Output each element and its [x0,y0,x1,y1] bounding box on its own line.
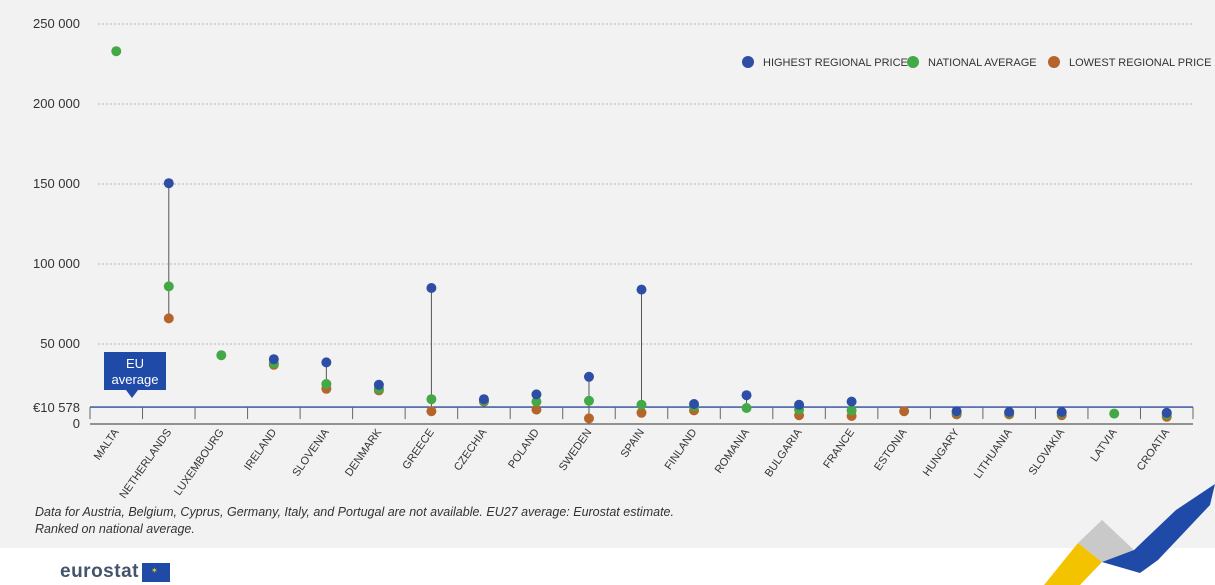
legend-label: LOWEST REGIONAL PRICE [1069,57,1211,69]
x-tick-label: CZECHIA [452,426,490,473]
y-tick-label: 250 000 [33,16,80,31]
dot-highest-regional-price [689,399,700,409]
dot-highest-regional-price [321,357,332,368]
x-tick-label: FRANCE [821,427,857,471]
eu-average-badge-line2: average [112,372,159,387]
chart-panel [0,0,1215,548]
dot-national-average [741,403,752,413]
dot-lowest-regional-price [531,404,542,415]
dot-highest-regional-price [163,178,174,189]
dot-national-average [846,405,857,416]
y-tick-label: 200 000 [33,96,80,111]
eu-average-badge-line1: EU [126,356,144,371]
dot-national-average [583,395,594,406]
x-tick-label: SWEDEN [557,427,595,473]
dot-national-average [111,46,122,57]
x-tick-label: BULGARIA [763,426,805,479]
legend-label: NATIONAL AVERAGE [928,57,1037,69]
dot-highest-regional-price [268,354,279,365]
x-tick-label: SPAIN [619,427,647,460]
x-tick-label: FINLAND [663,427,700,472]
dot-lowest-regional-price [636,407,647,418]
dot-highest-regional-price [951,406,962,417]
eurostat-swoosh-graphic [1044,484,1215,585]
dot-highest-regional-price [846,396,857,407]
x-tick-label: LITHUANIA [972,426,1015,480]
legend-marker [742,56,754,68]
dot-lowest-regional-price [163,313,174,324]
dot-highest-regional-price [741,390,752,401]
dot-national-average [216,350,227,361]
dot-lowest-regional-price [583,413,594,424]
footnote-line-1: Data for Austria, Belgium, Cyprus, Germa… [35,505,674,519]
dot-highest-regional-price [1056,407,1067,417]
dot-lowest-regional-price [426,406,437,417]
dot-national-average [1109,408,1120,419]
eu-average-badge-pointer [126,390,138,398]
legend-marker [1048,56,1060,68]
eu-flag-icon: ✶ [141,562,170,582]
eurostat-logo: eurostat ✶ [60,561,170,583]
y-tick-label: 100 000 [33,256,80,271]
x-tick-label: ESTONIA [872,426,910,473]
footnote: Data for Austria, Belgium, Cyprus, Germa… [35,504,835,538]
x-tick-label: IRELAND [242,427,279,473]
x-tick-label: POLAND [506,427,542,471]
dot-highest-regional-price [1161,407,1172,418]
dot-highest-regional-price [636,284,647,295]
x-tick-label: MALTA [92,426,122,462]
logo-text: eurostat [60,561,139,582]
x-tick-label: ROMANIA [713,426,753,475]
y-tick-label: 50 000 [40,336,80,351]
x-tick-label: CROATIA [1135,426,1173,473]
dot-plot-chart: 0 50 000 100 000 150 000 200 000 250 000 €10 5… [33,16,1211,500]
dot-highest-regional-price [478,394,489,405]
x-tick-label: HUNGARY [921,426,963,478]
x-tick-label: LUXEMBOURG [172,427,227,498]
footnote-line-2: Ranked on national average. [35,522,195,536]
dot-national-average [636,399,647,410]
legend-marker [907,56,919,68]
dot-highest-regional-price [373,379,384,390]
dot-highest-regional-price [426,283,437,293]
x-tick-label: GREECE [400,427,436,472]
legend-label: HIGHEST REGIONAL PRICE [763,57,908,69]
dot-highest-regional-price [794,399,805,410]
x-tick-label: DENMARK [343,426,385,478]
dot-national-average [163,281,174,292]
dot-highest-regional-price [1004,407,1015,417]
x-tick-label: NETHERLANDS [117,427,174,500]
dot-national-average [531,396,542,407]
y-tick-label: 150 000 [33,176,80,191]
dot-highest-regional-price [531,389,542,400]
eu-average-value-label: €10 578 [33,400,80,415]
y-tick-label: 0 [73,416,80,431]
dot-national-average [321,379,332,389]
x-tick-label: LATVIA [1089,426,1120,464]
dot-lowest-regional-price [899,406,910,417]
x-tick-label: SLOVENIA [290,426,332,478]
dot-national-average [426,394,437,405]
x-tick-label: SLOVAKIA [1027,426,1068,477]
eu-average-badge [104,352,166,390]
dot-highest-regional-price [583,371,594,382]
